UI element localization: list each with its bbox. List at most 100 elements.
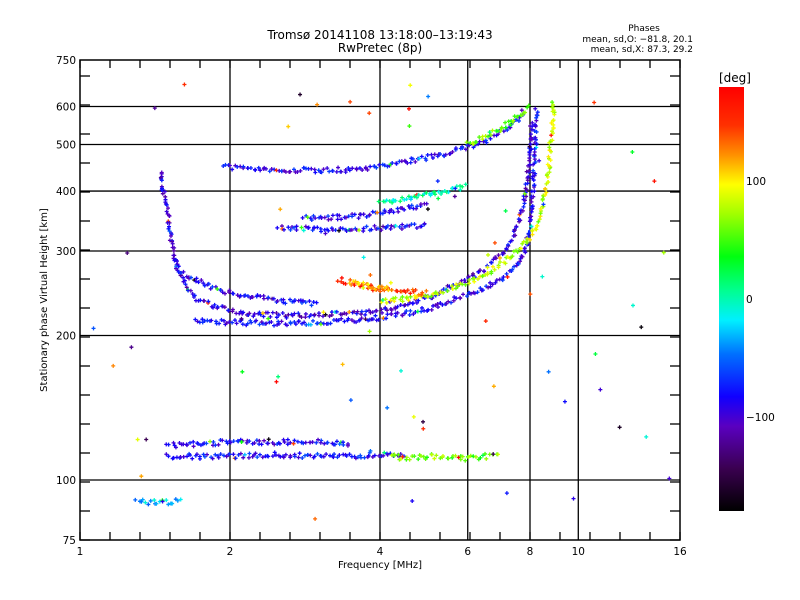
echo-point	[639, 325, 644, 330]
echo-point	[202, 454, 207, 459]
echo-point	[165, 206, 170, 211]
echo-point	[218, 287, 223, 292]
echo-point	[546, 180, 551, 185]
echo-point	[181, 275, 186, 280]
echo-point	[295, 439, 300, 444]
echo-point	[409, 203, 414, 208]
echo-point	[171, 253, 176, 258]
echo-point	[530, 120, 535, 125]
echo-point	[511, 249, 516, 254]
echo-point	[335, 217, 340, 222]
echo-point	[174, 259, 179, 264]
echo-point	[630, 150, 635, 155]
echo-point	[538, 206, 543, 211]
echo-point	[276, 312, 281, 317]
echo-point	[515, 114, 520, 119]
x-tick-label: 10	[572, 546, 585, 558]
echo-point	[412, 454, 417, 459]
echo-point	[433, 303, 438, 308]
echo-point	[644, 434, 649, 439]
echo-point	[322, 215, 327, 220]
echo-point	[315, 225, 320, 230]
echo-point	[343, 170, 348, 175]
echo-point	[412, 222, 417, 227]
echo-point	[373, 313, 378, 318]
echo-point	[408, 160, 413, 165]
echo-point	[472, 276, 477, 281]
echo-point	[389, 307, 394, 312]
echo-point	[363, 312, 368, 317]
echo-point	[467, 277, 472, 282]
echo-point	[530, 174, 535, 179]
echo-point	[257, 310, 262, 315]
echo-point	[528, 146, 533, 151]
echo-point	[125, 250, 130, 255]
echo-point	[129, 345, 134, 350]
y-tick-label: 500	[56, 140, 76, 152]
echo-point	[372, 223, 377, 228]
echo-point	[535, 113, 540, 118]
echo-point	[300, 215, 305, 220]
echo-point	[222, 305, 227, 310]
echo-point	[438, 456, 443, 461]
echo-point	[522, 246, 527, 251]
echo-point	[166, 502, 171, 507]
y-tick-label: 100	[56, 475, 76, 487]
echo-point	[400, 299, 405, 304]
echo-point	[375, 210, 380, 215]
echo-point	[404, 197, 409, 202]
echo-point	[177, 440, 182, 445]
echo-point	[171, 440, 176, 445]
echo-point	[313, 216, 318, 221]
echo-point	[530, 204, 535, 209]
echo-point	[540, 196, 545, 201]
echo-point	[296, 311, 301, 316]
echo-point	[445, 289, 450, 294]
echo-point	[429, 452, 434, 457]
echo-point	[537, 158, 542, 163]
echo-point	[420, 290, 425, 295]
echo-point	[533, 106, 538, 111]
echo-point	[486, 285, 491, 290]
echo-point	[197, 454, 202, 459]
echo-point	[258, 312, 263, 317]
echo-point	[545, 162, 550, 167]
echo-point	[272, 167, 277, 172]
echo-point	[458, 295, 463, 300]
echo-point	[504, 491, 509, 496]
echo-point	[353, 279, 358, 284]
echo-point	[661, 250, 666, 255]
echo-point	[400, 313, 405, 318]
echo-point	[519, 108, 524, 113]
echo-point	[253, 451, 258, 456]
echo-point	[231, 452, 236, 457]
echo-point	[443, 152, 448, 157]
echo-point	[242, 452, 247, 457]
echo-point	[376, 199, 381, 204]
echo-point	[337, 228, 342, 233]
echo-point	[250, 295, 255, 300]
echo-point	[359, 312, 364, 317]
echo-point	[243, 293, 248, 298]
echo-point	[111, 363, 116, 368]
echo-point	[339, 275, 344, 280]
echo-point	[182, 278, 187, 283]
echo-point	[493, 280, 498, 285]
echo-point	[400, 195, 405, 200]
echo-point	[489, 269, 494, 274]
echo-point	[398, 199, 403, 204]
echo-point	[530, 228, 535, 233]
echo-point	[547, 170, 552, 175]
echo-point	[398, 303, 403, 308]
echo-point	[284, 315, 289, 320]
y-tick-label: 200	[56, 331, 76, 343]
echo-point	[533, 160, 538, 165]
echo-point	[328, 321, 333, 326]
echo-point	[408, 291, 413, 296]
echo-point	[533, 135, 538, 140]
echo-point	[298, 92, 303, 97]
echo-point	[529, 135, 534, 140]
echo-point	[466, 274, 471, 279]
echo-point	[236, 452, 241, 457]
echo-point	[544, 190, 549, 195]
